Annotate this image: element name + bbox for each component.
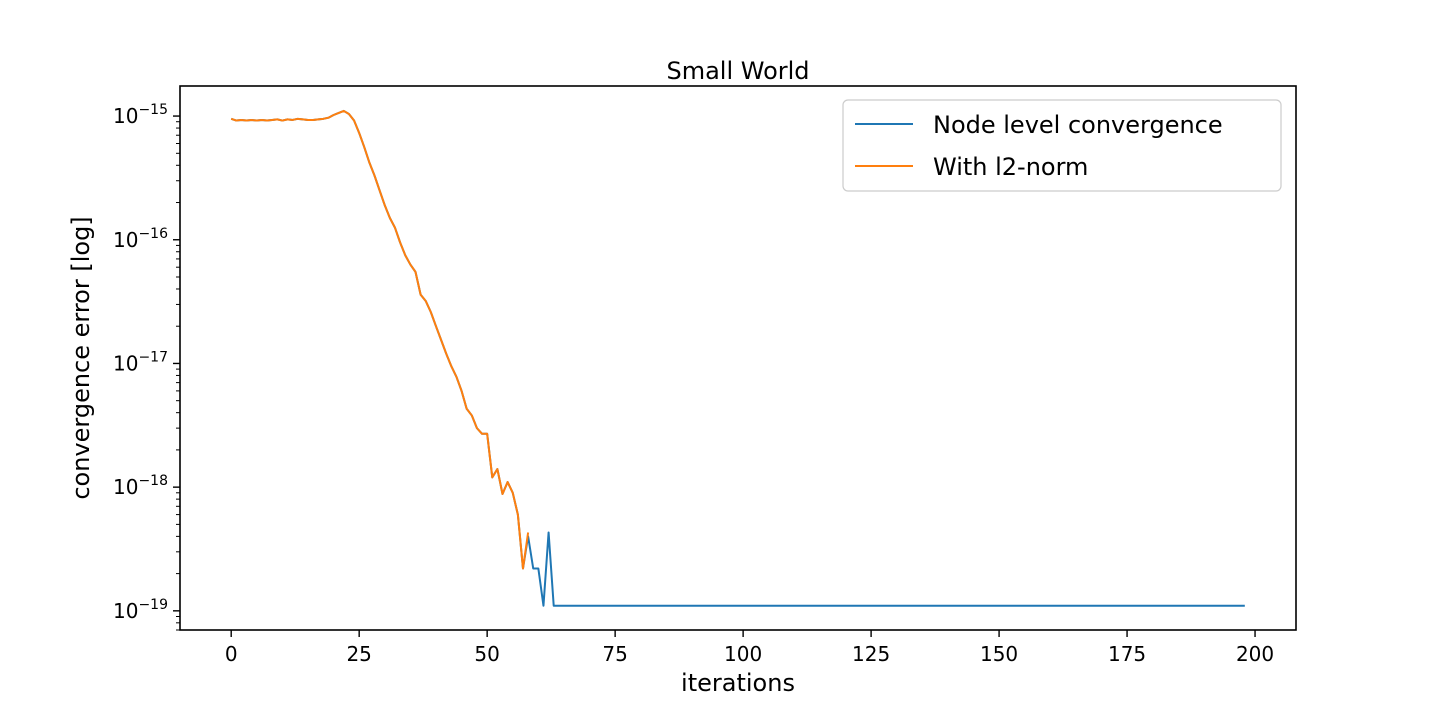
- y-tick-label: 10−19: [113, 597, 168, 623]
- legend-label-node-level: Node level convergence: [933, 111, 1223, 139]
- legend-box: [842, 99, 1282, 192]
- x-axis-label: iterations: [681, 669, 795, 697]
- x-axis: 0 25 50 75 100 125 150 175 200: [225, 630, 1274, 666]
- legend-label-l2-norm: With l2-norm: [933, 153, 1088, 181]
- x-tick-label: 175: [1108, 642, 1146, 666]
- y-axis: 10−19 10−18 10−17 10−16 10−15: [113, 102, 180, 631]
- plot-area: [230, 109, 1245, 607]
- y-tick-label: 10−15: [113, 102, 168, 128]
- y-tick-label: 10−16: [113, 226, 168, 252]
- y-axis-label: convergence error [log]: [67, 216, 95, 499]
- x-tick-label: 0: [225, 642, 238, 666]
- x-tick-label: 50: [474, 642, 499, 666]
- x-tick-label: 25: [346, 642, 371, 666]
- y-tick-label: 10−17: [113, 349, 168, 375]
- series-line-1: [230, 109, 530, 570]
- chart-title: Small World: [666, 57, 809, 85]
- y-tick-label: 10−18: [113, 473, 168, 499]
- x-tick-label: 125: [852, 642, 890, 666]
- x-tick-label: 200: [1236, 642, 1274, 666]
- x-tick-label: 75: [602, 642, 627, 666]
- legend: Node level convergence With l2-norm: [842, 99, 1282, 192]
- x-tick-label: 100: [724, 642, 762, 666]
- plot-frame: [179, 85, 1297, 631]
- x-tick-label: 150: [980, 642, 1018, 666]
